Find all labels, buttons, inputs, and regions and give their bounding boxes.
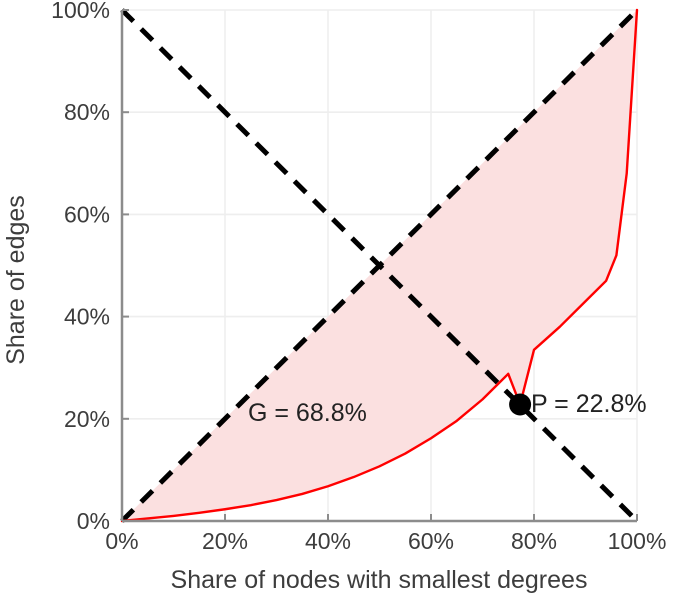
lorenz-curve-line	[120, 8, 639, 523]
palma-annotation: P = 22.8%	[531, 390, 647, 418]
gini-annotation: G = 68.8%	[248, 399, 367, 427]
x-axis-title: Share of nodes with smallest degrees	[171, 566, 588, 594]
y-tick-label: 20%	[64, 406, 110, 432]
x-tick-label: 0%	[105, 528, 138, 554]
x-axis-ticks	[121, 514, 638, 521]
x-axis-tick-labels: 0% 20% 40% 60% 80% 100%	[105, 528, 666, 554]
y-tick-label: 80%	[64, 99, 110, 125]
y-tick-label: 40%	[64, 304, 110, 330]
y-tick-label: 60%	[64, 201, 110, 227]
palma-point-marker	[509, 393, 532, 416]
x-tick-label: 20%	[202, 528, 248, 554]
x-tick-label: 60%	[408, 528, 454, 554]
y-axis-tick-labels: 0% 20% 40% 60% 80% 100%	[51, 0, 110, 534]
y-axis-ticks	[122, 9, 129, 522]
x-tick-label: 40%	[305, 528, 351, 554]
x-tick-label: 80%	[511, 528, 557, 554]
x-tick-label: 100%	[608, 528, 667, 554]
anti-diagonal-line	[120, 8, 639, 523]
y-tick-label: 0%	[77, 508, 110, 534]
y-tick-label: 100%	[51, 0, 110, 23]
y-axis-title: Share of edges	[2, 195, 30, 365]
